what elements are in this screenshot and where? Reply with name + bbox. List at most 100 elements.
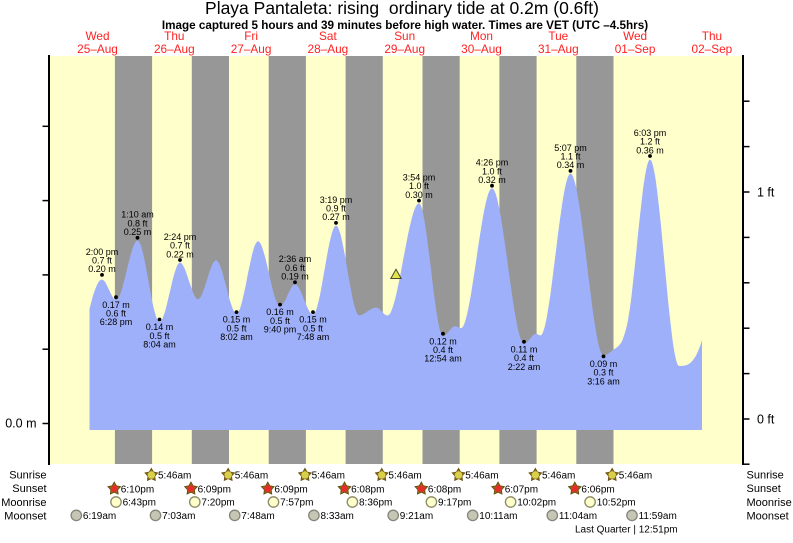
svg-text:26–Aug: 26–Aug: [154, 42, 195, 56]
svg-text:6:43pm: 6:43pm: [123, 498, 156, 509]
svg-text:29–Aug: 29–Aug: [384, 42, 425, 56]
svg-text:0.7 ft: 0.7 ft: [92, 256, 113, 266]
svg-text:Sun: Sun: [394, 29, 415, 43]
svg-text:9:17pm: 9:17pm: [438, 498, 471, 509]
svg-text:28–Aug: 28–Aug: [308, 42, 349, 56]
svg-text:27–Aug: 27–Aug: [231, 42, 272, 56]
svg-text:0.5 ft: 0.5 ft: [149, 331, 170, 341]
svg-text:0.36 m: 0.36 m: [636, 145, 664, 155]
svg-text:Sunrise: Sunrise: [747, 470, 784, 482]
svg-text:6:08pm: 6:08pm: [351, 484, 384, 495]
svg-text:5:46am: 5:46am: [235, 471, 268, 482]
svg-text:9:40 pm: 9:40 pm: [264, 325, 297, 335]
svg-text:0.6 ft: 0.6 ft: [285, 263, 306, 273]
svg-text:3:19 pm: 3:19 pm: [320, 195, 353, 205]
svg-text:0.5 ft: 0.5 ft: [303, 323, 324, 333]
svg-text:0.14 m: 0.14 m: [146, 322, 174, 332]
svg-text:6:09pm: 6:09pm: [274, 484, 307, 495]
svg-text:5:46am: 5:46am: [619, 471, 652, 482]
svg-text:5:46am: 5:46am: [388, 471, 421, 482]
svg-text:Moonset: Moonset: [4, 511, 46, 523]
svg-text:8:33am: 8:33am: [321, 511, 354, 522]
svg-text:1:10 am: 1:10 am: [121, 210, 154, 220]
svg-text:0.17 m: 0.17 m: [102, 300, 130, 310]
svg-text:0.27 m: 0.27 m: [322, 212, 350, 222]
svg-text:7:57pm: 7:57pm: [280, 498, 313, 509]
svg-text:0.7 ft: 0.7 ft: [170, 241, 191, 251]
svg-text:11:59am: 11:59am: [639, 511, 677, 522]
svg-text:0.3 ft: 0.3 ft: [593, 368, 614, 378]
svg-text:2:36 am: 2:36 am: [279, 254, 312, 264]
svg-text:Sunset: Sunset: [12, 483, 46, 495]
svg-text:12:54 am: 12:54 am: [424, 354, 462, 364]
svg-text:Tue: Tue: [548, 29, 568, 43]
svg-text:0.4 ft: 0.4 ft: [514, 353, 535, 363]
svg-text:10:11am: 10:11am: [479, 511, 517, 522]
svg-text:Image captured 5 hours and 39: Image captured 5 hours and 39 minutes be…: [162, 19, 648, 32]
svg-text:0 ft: 0 ft: [757, 413, 775, 427]
svg-text:8:04 am: 8:04 am: [143, 340, 176, 350]
svg-text:2:22 am: 2:22 am: [508, 362, 541, 372]
svg-text:Wed: Wed: [623, 29, 647, 43]
svg-text:0.19 m: 0.19 m: [281, 272, 309, 282]
svg-text:7:03am: 7:03am: [162, 511, 195, 522]
svg-text:Thu: Thu: [702, 29, 722, 43]
svg-text:0.5 ft: 0.5 ft: [226, 323, 247, 333]
svg-text:0.15 m: 0.15 m: [223, 315, 251, 325]
svg-text:Thu: Thu: [164, 29, 184, 43]
svg-text:Wed: Wed: [85, 29, 109, 43]
svg-text:Sunrise: Sunrise: [9, 470, 46, 482]
svg-text:01–Sep: 01–Sep: [615, 42, 656, 56]
svg-text:0.12 m: 0.12 m: [429, 336, 457, 346]
svg-text:0.9 ft: 0.9 ft: [326, 204, 347, 214]
svg-text:9:21am: 9:21am: [400, 511, 433, 522]
svg-text:0.15 m: 0.15 m: [299, 315, 327, 325]
svg-text:Moonrise: Moonrise: [1, 497, 46, 509]
svg-text:5:46am: 5:46am: [542, 471, 575, 482]
svg-text:5:46am: 5:46am: [312, 471, 345, 482]
svg-text:1.0 ft: 1.0 ft: [409, 181, 430, 191]
svg-text:6:19am: 6:19am: [83, 511, 116, 522]
svg-text:10:52pm: 10:52pm: [597, 498, 636, 509]
svg-text:7:20pm: 7:20pm: [201, 498, 234, 509]
svg-text:Playa Pantaleta: rising ordin: Playa Pantaleta: rising ordinary tide at…: [205, 0, 599, 18]
svg-text:1 ft: 1 ft: [757, 186, 775, 200]
svg-text:6:03 pm: 6:03 pm: [634, 128, 667, 138]
svg-text:Mon: Mon: [470, 29, 493, 43]
svg-text:1.2 ft: 1.2 ft: [640, 137, 661, 147]
svg-text:31–Aug: 31–Aug: [538, 42, 579, 56]
svg-text:6:28 pm: 6:28 pm: [100, 317, 133, 327]
svg-text:6:06pm: 6:06pm: [581, 484, 614, 495]
svg-text:02–Sep: 02–Sep: [692, 42, 733, 56]
svg-text:5:07 pm: 5:07 pm: [554, 143, 587, 153]
svg-text:5:46am: 5:46am: [465, 471, 498, 482]
svg-text:Fri: Fri: [244, 29, 258, 43]
svg-text:8:02 am: 8:02 am: [220, 332, 253, 342]
svg-text:6:08pm: 6:08pm: [428, 484, 461, 495]
svg-text:7:48 am: 7:48 am: [297, 332, 330, 342]
svg-text:Last Quarter | 12:51pm: Last Quarter | 12:51pm: [575, 525, 678, 536]
svg-text:0.34 m: 0.34 m: [557, 160, 585, 170]
svg-text:11:04am: 11:04am: [559, 511, 597, 522]
svg-text:0.22 m: 0.22 m: [166, 249, 194, 259]
svg-text:0.16 m: 0.16 m: [266, 307, 294, 317]
svg-text:0.20 m: 0.20 m: [88, 264, 116, 274]
svg-text:0.11 m: 0.11 m: [511, 344, 538, 354]
svg-text:0.25 m: 0.25 m: [124, 227, 152, 237]
svg-text:25–Aug: 25–Aug: [77, 42, 118, 56]
svg-text:0.0 m: 0.0 m: [5, 417, 36, 431]
svg-text:6:07pm: 6:07pm: [505, 484, 538, 495]
svg-text:6:10pm: 6:10pm: [121, 484, 154, 495]
svg-text:Sat: Sat: [319, 29, 337, 43]
svg-text:0.8 ft: 0.8 ft: [127, 218, 148, 228]
svg-text:4:26 pm: 4:26 pm: [476, 158, 509, 168]
svg-text:Sunset: Sunset: [747, 483, 781, 495]
svg-text:1.1 ft: 1.1 ft: [560, 152, 581, 162]
svg-text:Moonset: Moonset: [747, 511, 789, 523]
svg-text:Moonrise: Moonrise: [747, 497, 792, 509]
svg-text:0.30 m: 0.30 m: [405, 190, 433, 200]
svg-text:2:24 pm: 2:24 pm: [164, 232, 197, 242]
svg-text:30–Aug: 30–Aug: [461, 42, 502, 56]
svg-text:0.4 ft: 0.4 ft: [433, 345, 454, 355]
svg-text:1.0 ft: 1.0 ft: [482, 166, 503, 176]
